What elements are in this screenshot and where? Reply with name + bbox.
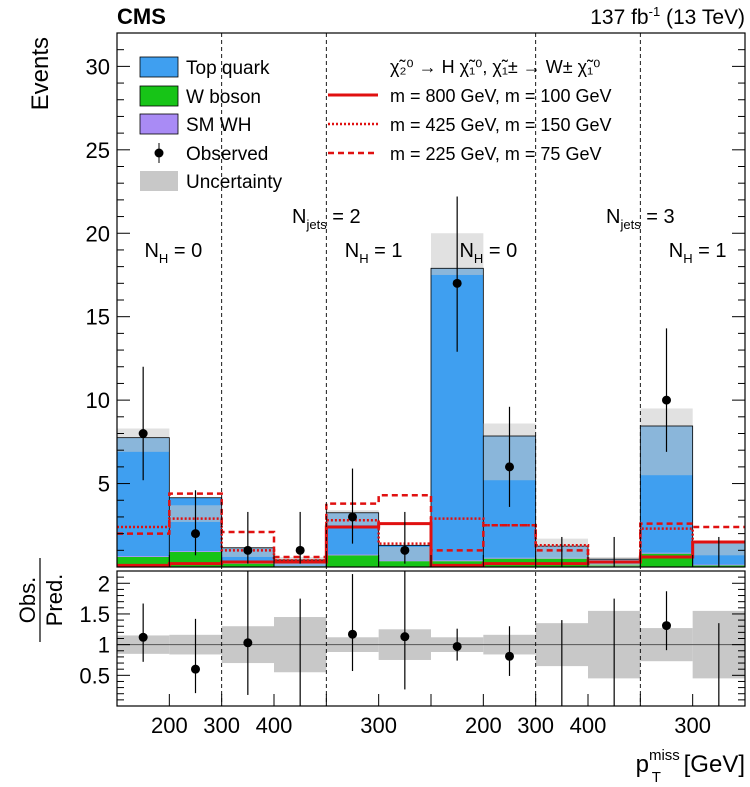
x-axis-label: pmiss T [GeV] — [636, 747, 745, 786]
cms-label: CMS — [117, 4, 166, 29]
region-label-nh: NH = 0 — [459, 240, 517, 266]
legend-label: SM WH — [186, 115, 251, 136]
bar-w-boson — [221, 563, 274, 567]
region-label-nh: NH = 1 — [345, 240, 403, 266]
x-tick-label: 300 — [203, 713, 240, 738]
ratio-y-tick-label: 0.5 — [79, 663, 110, 688]
legend-label: W boson — [186, 87, 261, 108]
legend-marker — [154, 148, 164, 158]
upper-panel — [116, 196, 746, 568]
ratio-panel — [117, 571, 745, 706]
legend-signal-label: m = 800 GeV, m = 100 GeV — [390, 86, 611, 106]
ratio-point — [452, 641, 462, 651]
observed-point — [191, 529, 200, 539]
bar-sm-wh — [483, 557, 536, 559]
observed-point — [243, 545, 253, 555]
ratio-y-tick-label: 1 — [98, 633, 110, 658]
bar-w-boson — [378, 561, 431, 567]
region-label-njets3: Njets = 3 — [606, 206, 675, 232]
observed-point — [400, 545, 410, 555]
legend-label: Top quark — [186, 58, 270, 79]
bar-w-boson — [117, 556, 170, 567]
lumi-label: 137 fb-1 (13 TeV) — [590, 4, 745, 29]
legend-signal-label: m = 425 GeV, m = 150 GeV — [390, 115, 611, 135]
region-label-nh: NH = 1 — [669, 240, 727, 266]
observed-point — [505, 462, 514, 472]
x-tick-label: 300 — [674, 713, 711, 738]
ratio-point — [191, 664, 200, 674]
bar-sm-wh — [326, 554, 379, 556]
legend-process: χ̃₂⁰ → H χ̃₁⁰, χ̃₁± → W± χ̃₁⁰ — [390, 57, 600, 77]
bar-sm-wh — [117, 556, 170, 557]
bar-w-boson — [326, 555, 379, 567]
ratio-point — [400, 632, 410, 642]
region-label-njets2: Njets = 2 — [292, 206, 361, 232]
observed-point — [662, 395, 671, 405]
observed-point — [138, 429, 148, 438]
x-tick-label: 400 — [570, 713, 607, 738]
y-tick-label: 10 — [86, 388, 110, 413]
ratio-point — [138, 632, 148, 642]
bar-sm-wh — [431, 560, 484, 562]
ratio-ylabel-den: Pred. — [42, 574, 67, 627]
observed-point — [295, 545, 305, 555]
ratio-y-tick-label: 2 — [98, 571, 110, 596]
ratio-point — [505, 651, 514, 661]
x-tick-label: 200 — [151, 713, 188, 738]
y-axis-label: Events — [27, 37, 54, 110]
y-tick-label: 20 — [86, 221, 110, 246]
x-tick-label: 200 — [465, 713, 502, 738]
y-tick-label: 15 — [86, 305, 110, 330]
ratio-point — [662, 621, 671, 631]
ratio-ylabel-num: Obs. — [15, 577, 40, 623]
y-tick-label: 30 — [86, 54, 110, 79]
ratio-point — [243, 638, 253, 648]
observed-point — [348, 512, 357, 522]
bar-sm-wh — [640, 552, 693, 554]
x-tick-label: 400 — [256, 713, 293, 738]
legend-swatch — [139, 85, 179, 107]
legend-label: Uncertainty — [186, 172, 283, 193]
legend-signal-label: m = 225 GeV, m = 75 GeV — [390, 144, 601, 164]
ratio-point — [348, 629, 357, 639]
y-tick-label: 25 — [86, 138, 110, 163]
ratio-y-tick-label: 1.5 — [79, 602, 110, 627]
y-tick-label: 5 — [98, 472, 110, 497]
region-label-nh: NH = 0 — [144, 240, 202, 266]
observed-point — [452, 278, 462, 288]
legend-swatch — [139, 113, 179, 135]
legend-label: Observed — [186, 144, 268, 165]
legend-swatch — [140, 171, 178, 191]
legend-swatch — [139, 56, 179, 78]
x-tick-label: 300 — [360, 713, 397, 738]
x-tick-label: 300 — [517, 713, 554, 738]
